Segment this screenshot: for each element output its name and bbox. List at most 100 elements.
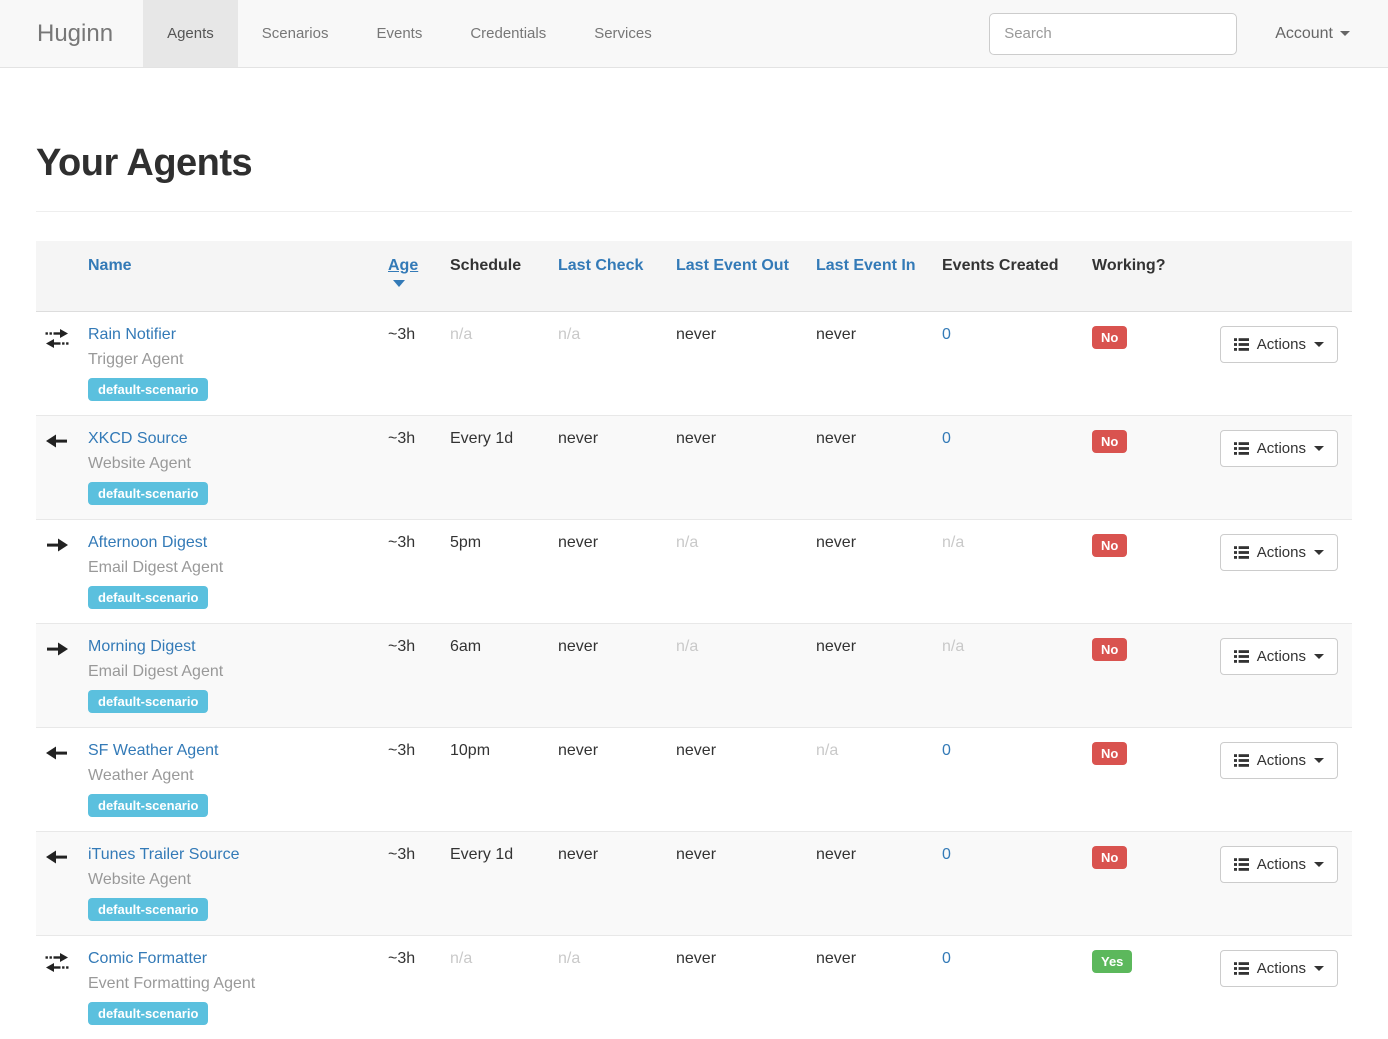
arrow-left-icon [44,432,72,450]
working-cell: No [1084,416,1194,520]
events-created-cell: 0 [934,728,1084,832]
agent-name-link[interactable]: iTunes Trailer Source [88,846,239,863]
caret-down-icon [1314,862,1324,867]
events-created-link[interactable]: 0 [942,950,951,967]
table-row: iTunes Trailer Source Website Agent defa… [36,832,1352,936]
working-status-badge: No [1092,534,1127,557]
schedule-cell: Every 1d [442,832,550,936]
sort-last-event-in-link[interactable]: Last Event In [816,257,916,274]
scenario-badge[interactable]: default-scenario [88,586,208,609]
brand-logo[interactable]: Huginn [0,0,143,67]
last-event-out-cell: never [668,416,808,520]
events-created-cell: 0 [934,832,1084,936]
working-cell: No [1084,728,1194,832]
agent-name-link[interactable]: Morning Digest [88,638,196,655]
agent-name-link[interactable]: Comic Formatter [88,950,207,967]
scenario-badge[interactable]: default-scenario [88,898,208,921]
last-event-in-cell: never [808,832,934,936]
sort-name-link[interactable]: Name [88,257,132,274]
search-input[interactable] [989,13,1237,55]
sort-age-link[interactable]: Age [388,257,418,274]
agent-name-link[interactable]: SF Weather Agent [88,742,218,759]
name-cell: Rain Notifier Trigger Agent default-scen… [80,312,380,416]
header-name: Name [80,241,380,312]
name-cell: iTunes Trailer Source Website Agent defa… [80,832,380,936]
actions-button[interactable]: Actions [1220,950,1338,987]
agent-type-label: Trigger Agent [88,351,183,369]
actions-button[interactable]: Actions [1220,534,1338,571]
actions-button[interactable]: Actions [1220,326,1338,363]
nav-item-credentials[interactable]: Credentials [446,0,570,67]
agent-name-link[interactable]: XKCD Source [88,430,188,447]
actions-button[interactable]: Actions [1220,638,1338,675]
direction-icon-cell [36,312,80,416]
last-check-cell: never [550,624,668,728]
events-created-link[interactable]: 0 [942,742,951,759]
events-created-link: n/a [942,534,964,551]
events-created-cell: 0 [934,936,1084,1039]
direction-icon-cell [36,416,80,520]
caret-down-icon [1314,446,1324,451]
agent-type-label: Event Formatting Agent [88,975,255,993]
events-created-link[interactable]: 0 [942,846,951,863]
scenario-badge[interactable]: default-scenario [88,482,208,505]
name-cell: Afternoon Digest Email Digest Agent defa… [80,520,380,624]
events-created-cell: n/a [934,520,1084,624]
agent-name-link[interactable]: Afternoon Digest [88,534,207,551]
list-icon [1234,649,1249,664]
list-icon [1234,857,1249,872]
actions-button-label: Actions [1257,336,1306,353]
nav-item-services[interactable]: Services [570,0,676,67]
actions-cell: Actions [1194,624,1352,728]
last-event-in-cell: never [808,416,934,520]
arrow-right-icon [44,640,72,658]
account-dropdown[interactable]: Account [1257,0,1388,67]
scenario-badge[interactable]: default-scenario [88,1002,208,1025]
scenario-badge[interactable]: default-scenario [88,690,208,713]
list-icon [1234,337,1249,352]
schedule-cell: 10pm [442,728,550,832]
header-actions-col [1194,241,1352,312]
nav-item-scenarios[interactable]: Scenarios [238,0,353,67]
schedule-cell: 6am [442,624,550,728]
events-created-cell: n/a [934,624,1084,728]
actions-button[interactable]: Actions [1220,846,1338,883]
events-created-link[interactable]: 0 [942,326,951,343]
last-event-out-cell: never [668,312,808,416]
nav-item-events[interactable]: Events [352,0,446,67]
header-last-event-out: Last Event Out [668,241,808,312]
sort-desc-icon [393,280,405,287]
sort-last-check-link[interactable]: Last Check [558,257,643,274]
sort-last-event-out-link[interactable]: Last Event Out [676,257,789,274]
account-label: Account [1275,25,1333,43]
agent-type-label: Email Digest Agent [88,559,223,577]
events-created-link[interactable]: 0 [942,430,951,447]
header-age: Age [380,241,442,312]
direction-icon-cell [36,728,80,832]
actions-cell: Actions [1194,832,1352,936]
schedule-cell: n/a [442,936,550,1039]
nav-item-agents[interactable]: Agents [143,0,238,67]
agent-name-link[interactable]: Rain Notifier [88,326,176,343]
header-icon-col [36,241,80,312]
last-event-in-cell: never [808,312,934,416]
actions-button-label: Actions [1257,856,1306,873]
actions-button[interactable]: Actions [1220,742,1338,779]
age-cell: ~3h [380,312,442,416]
list-icon [1234,441,1249,456]
actions-button[interactable]: Actions [1220,430,1338,467]
events-created-cell: 0 [934,416,1084,520]
actions-cell: Actions [1194,416,1352,520]
last-check-cell: never [550,832,668,936]
table-row: Afternoon Digest Email Digest Agent defa… [36,520,1352,624]
working-status-badge: No [1092,638,1127,661]
last-event-out-cell: never [668,832,808,936]
scenario-badge[interactable]: default-scenario [88,794,208,817]
actions-button-label: Actions [1257,544,1306,561]
last-event-in-cell: never [808,936,934,1039]
scenario-badge[interactable]: default-scenario [88,378,208,401]
agent-type-label: Email Digest Agent [88,663,223,681]
name-cell: XKCD Source Website Agent default-scenar… [80,416,380,520]
schedule-cell: n/a [442,312,550,416]
agent-type-label: Website Agent [88,871,191,889]
